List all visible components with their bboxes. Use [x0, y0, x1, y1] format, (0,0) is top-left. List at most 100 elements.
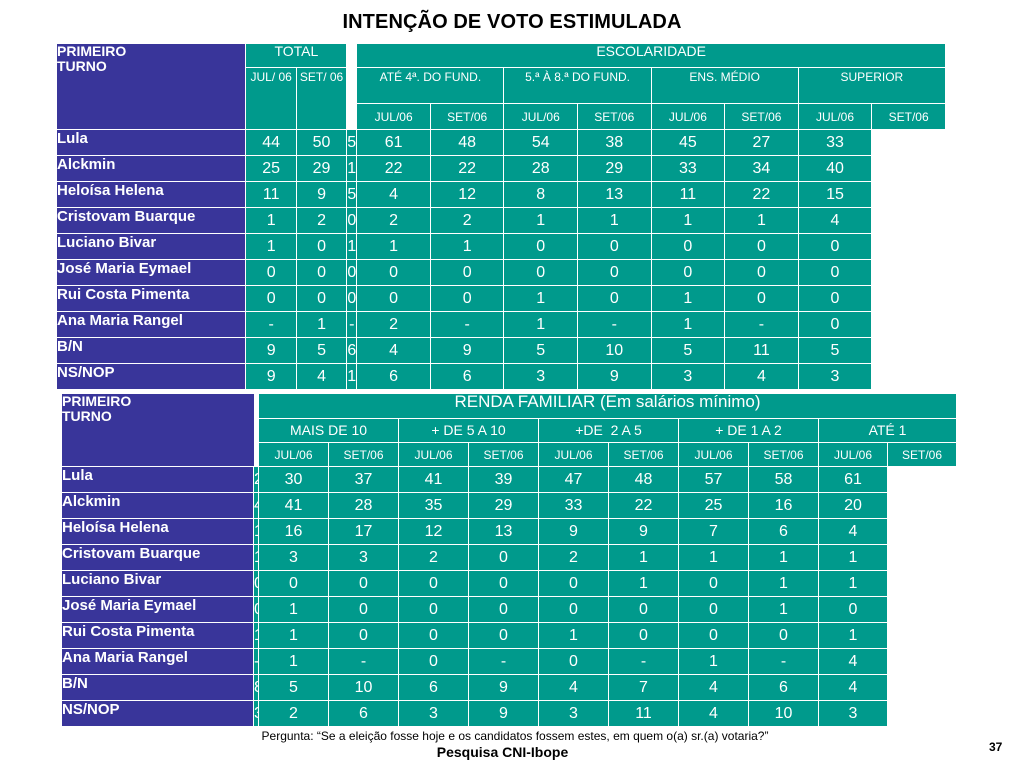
value-cell: 6 [398, 674, 469, 701]
value-cell: 9 [429, 337, 505, 364]
value-cell: 1 [356, 233, 431, 260]
value-cell: 0 [328, 596, 399, 623]
subgroup-header: 5.ª À 8.ª DO FUND. [503, 67, 652, 104]
value-cell: 5 [258, 674, 329, 701]
value-cell: 1 [608, 570, 679, 597]
subgroup-header: + DE 5 A 10 [398, 418, 539, 443]
value-cell: 1 [503, 207, 579, 234]
value-cell: 5 [650, 337, 726, 364]
candidate-name: Alckmin [61, 492, 254, 519]
period-header: JUL/06 [818, 442, 888, 467]
value-cell: 4 [818, 674, 888, 701]
period-header: JUL/06 [678, 442, 749, 467]
value-cell: 0 [245, 285, 297, 312]
source-label: Pesquisa CNI-Ibope [436, 744, 569, 760]
value-cell: 17 [328, 518, 399, 545]
value-cell: 16 [258, 518, 329, 545]
page-number: 37 [989, 740, 1003, 754]
value-cell: 54 [503, 129, 579, 156]
value-cell: 19 [346, 155, 358, 182]
value-cell: 10 [328, 674, 399, 701]
candidate-name: NS/NOP [55, 363, 247, 390]
value-cell: 9 [468, 674, 539, 701]
table-row: Heloísa Helena 11 9 5 4 12 8 13 11 22 15 [55, 181, 946, 208]
value-cell: 4 [724, 363, 799, 390]
value-cell: 9 [295, 181, 348, 208]
value-cell: 4 [356, 337, 431, 364]
value-cell: 1 [346, 233, 358, 260]
value-cell: 4 [295, 363, 348, 390]
value-cell: 0 [678, 570, 749, 597]
value-cell: 9 [577, 363, 652, 390]
value-cell: 0 [429, 259, 505, 286]
value-cell: 0 [346, 259, 358, 286]
value-cell: 3 [797, 363, 873, 390]
value-cell: 0 [468, 596, 539, 623]
value-cell: 0 [538, 570, 609, 597]
value-cell: 29 [577, 155, 652, 182]
value-cell: 0 [724, 233, 799, 260]
value-cell: 41 [398, 466, 469, 493]
table-row: Ana Maria Rangel-1-0-0-1-4 [61, 648, 957, 675]
period-header: SET/06 [608, 442, 679, 467]
value-cell: 1 [748, 596, 819, 623]
value-cell: 4 [818, 648, 888, 675]
value-cell: 2 [429, 207, 505, 234]
value-cell: 0 [328, 570, 399, 597]
value-cell: 38 [577, 129, 652, 156]
value-cell: 1 [258, 622, 329, 649]
value-cell: 10 [577, 337, 652, 364]
column-gap [253, 393, 259, 467]
corner-line-2: TURNO [62, 408, 112, 424]
value-cell: 8 [503, 181, 579, 208]
value-cell: 6 [346, 337, 358, 364]
value-cell: 0 [577, 259, 652, 286]
value-cell: 12 [398, 518, 469, 545]
table-row: Alckmin42412835293322251620 [61, 492, 957, 519]
table-row: Heloísa Helena171617121399764 [61, 518, 957, 545]
value-cell: 11 [724, 337, 799, 364]
value-cell: 2 [398, 544, 469, 571]
value-cell: 1 [724, 207, 799, 234]
value-cell: 22 [356, 155, 431, 182]
candidate-name: B/N [55, 337, 247, 364]
value-cell: 0 [346, 207, 358, 234]
total-period-set: SET/ 06 [295, 67, 348, 130]
value-cell: 1 [818, 544, 888, 571]
period-header: JUL/06 [650, 103, 726, 130]
table-row: José Maria Eymael 0 0 0 0 0 0 0 0 0 0 [55, 259, 946, 286]
value-cell: 20 [818, 492, 888, 519]
candidate-name: Cristovam Buarque [55, 207, 247, 234]
value-cell: 25 [245, 155, 297, 182]
candidate-name: Luciano Bivar [55, 233, 247, 260]
value-cell: 45 [650, 129, 726, 156]
period-header: SET/06 [871, 103, 946, 130]
value-cell: 0 [818, 596, 888, 623]
value-cell: 1 [538, 622, 609, 649]
value-cell: 1 [650, 311, 726, 338]
value-cell: 1 [295, 311, 348, 338]
value-cell: 0 [356, 259, 431, 286]
value-cell: 4 [818, 518, 888, 545]
value-cell: 10 [748, 700, 819, 727]
value-cell: 29 [295, 155, 348, 182]
value-cell: 11 [608, 700, 679, 727]
value-cell: 1 [258, 596, 329, 623]
value-cell: 1 [245, 233, 297, 260]
value-cell: 0 [577, 233, 652, 260]
table-row: Rui Costa Pimenta1100010001 [61, 622, 957, 649]
candidate-name: Ana Maria Rangel [61, 648, 254, 675]
value-cell: 1 [650, 207, 726, 234]
value-cell: 4 [538, 674, 609, 701]
value-cell: 5 [346, 181, 358, 208]
value-cell: 13 [468, 518, 539, 545]
candidate-name: Cristovam Buarque [61, 544, 254, 571]
page-title: INTENÇÃO DE VOTO ESTIMULADA [342, 11, 682, 33]
value-cell: 0 [346, 285, 358, 312]
value-cell: 35 [398, 492, 469, 519]
value-cell: 2 [295, 207, 348, 234]
value-cell: 0 [328, 622, 399, 649]
corner-line-1: PRIMEIRO [57, 43, 127, 59]
candidate-name: Ana Maria Rangel [55, 311, 247, 338]
corner-line-2: TURNO [57, 58, 107, 74]
